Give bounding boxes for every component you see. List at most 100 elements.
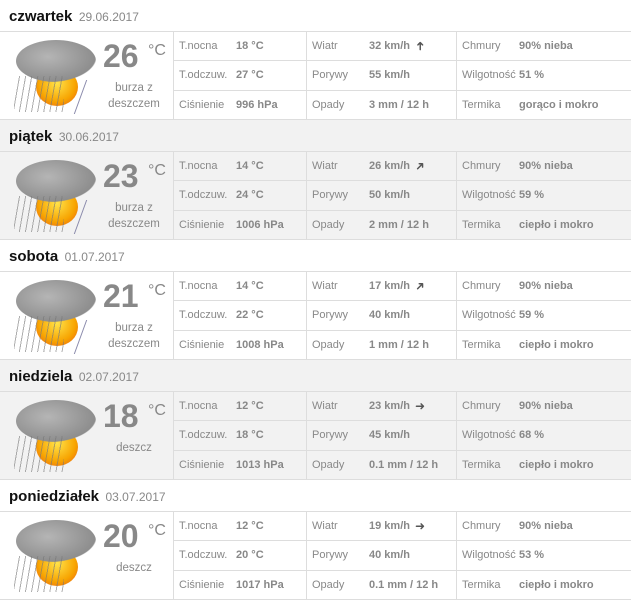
wind-speed: 19 km/h — [369, 520, 410, 533]
humidity-value: 59 % — [519, 189, 545, 202]
temperature: 20 — [103, 518, 139, 554]
gusts-value: 40 km/h — [369, 309, 410, 322]
rain-icon — [14, 556, 64, 592]
cloud-icon — [16, 400, 96, 442]
day-forecast: sobota 01.07.2017 21 °C burza z deszczem… — [0, 240, 631, 360]
wind-direction-arrow-icon: ➜ — [411, 277, 429, 295]
weather-description: burza z deszczem — [108, 82, 160, 110]
label-clouds: Chmury — [462, 400, 501, 413]
weather-icon — [10, 396, 100, 476]
label-wind: Wiatr — [312, 280, 338, 293]
temperature-unit: °C — [148, 402, 166, 419]
day-name: piątek — [9, 128, 53, 145]
lightning-icon — [73, 80, 107, 114]
day-name: niedziela — [9, 368, 73, 385]
rain-value: 0.1 mm / 12 h — [369, 579, 439, 592]
rain-icon — [14, 196, 64, 232]
temperature-unit: °C — [148, 42, 166, 59]
pressure-value: 1017 hPa — [236, 579, 284, 592]
gusts-value: 40 km/h — [369, 549, 410, 562]
weather-icon — [10, 516, 100, 596]
day-header: niedziela 02.07.2017 — [0, 360, 631, 392]
label-feels: T.odczuw. — [179, 69, 228, 82]
cloud-icon — [16, 160, 96, 202]
humidity-value: 51 % — [519, 69, 545, 82]
thermal-value: gorąco i mokro — [519, 99, 599, 112]
rain-icon — [14, 316, 64, 352]
weather-description: burza z deszczem — [108, 202, 160, 230]
wind-speed: 17 km/h — [369, 280, 410, 293]
night-temp: 12 °C — [236, 520, 264, 533]
label-rain: Opady — [312, 339, 345, 352]
day-forecast: niedziela 02.07.2017 18 °C deszcz T.nocn… — [0, 360, 631, 480]
lightning-icon — [73, 200, 107, 234]
day-name: sobota — [9, 248, 59, 265]
cloud-icon — [16, 520, 96, 562]
feels-like: 18 °C — [236, 429, 264, 442]
label-pressure: Ciśnienie — [179, 579, 225, 592]
day-name: czwartek — [9, 8, 73, 25]
feels-like: 27 °C — [236, 69, 264, 82]
label-rain: Opady — [312, 579, 345, 592]
temperature-unit: °C — [148, 162, 166, 179]
label-gusts: Porywy — [312, 309, 349, 322]
temperature: 21 — [103, 278, 139, 314]
temperature-unit: °C — [148, 282, 166, 299]
label-rain: Opady — [312, 459, 345, 472]
label-clouds: Chmury — [462, 280, 501, 293]
wind-speed: 32 km/h — [369, 40, 410, 53]
label-feels: T.odczuw. — [179, 549, 228, 562]
gusts-value: 45 km/h — [369, 429, 410, 442]
cloud-icon — [16, 280, 96, 322]
label-wind: Wiatr — [312, 40, 338, 53]
label-night: T.nocna — [179, 280, 218, 293]
label-gusts: Porywy — [312, 189, 349, 202]
label-thermal: Termika — [462, 579, 501, 592]
label-rain: Opady — [312, 219, 345, 232]
night-temp: 12 °C — [236, 400, 264, 413]
wind-speed: 26 km/h — [369, 160, 410, 173]
label-wind: Wiatr — [312, 520, 338, 533]
weather-icon — [10, 156, 107, 236]
lightning-icon — [73, 320, 107, 354]
rain-value: 2 mm / 12 h — [369, 219, 429, 232]
day-date: 02.07.2017 — [78, 370, 139, 384]
weather-icon — [10, 36, 107, 116]
humidity-value: 53 % — [519, 549, 545, 562]
gusts-value: 50 km/h — [369, 189, 410, 202]
weather-description: deszcz — [116, 562, 152, 574]
label-humidity: Wilgotność — [462, 309, 516, 322]
label-humidity: Wilgotność — [462, 69, 516, 82]
rain-value: 0.1 mm / 12 h — [369, 459, 439, 472]
day-date: 29.06.2017 — [78, 10, 139, 24]
weather-description: burza z deszczem — [108, 322, 160, 350]
clouds-value: 90% nieba — [519, 400, 573, 413]
label-clouds: Chmury — [462, 520, 501, 533]
label-clouds: Chmury — [462, 160, 501, 173]
thermal-value: ciepło i mokro — [519, 459, 594, 472]
gusts-value: 55 km/h — [369, 69, 410, 82]
night-temp: 14 °C — [236, 160, 264, 173]
day-header: sobota 01.07.2017 — [0, 240, 631, 272]
label-pressure: Ciśnienie — [179, 99, 225, 112]
label-feels: T.odczuw. — [179, 189, 228, 202]
night-temp: 14 °C — [236, 280, 264, 293]
weather-icon — [10, 276, 107, 356]
label-feels: T.odczuw. — [179, 429, 228, 442]
rain-value: 1 mm / 12 h — [369, 339, 429, 352]
wind-direction-arrow-icon: ➜ — [414, 519, 426, 534]
rain-icon — [14, 436, 64, 472]
clouds-value: 90% nieba — [519, 520, 573, 533]
label-rain: Opady — [312, 99, 345, 112]
clouds-value: 90% nieba — [519, 280, 573, 293]
day-name: poniedziałek — [9, 488, 100, 505]
temperature: 18 — [103, 398, 139, 434]
thermal-value: ciepło i mokro — [519, 219, 594, 232]
wind-direction-arrow-icon: ➜ — [411, 157, 429, 175]
label-pressure: Ciśnienie — [179, 339, 225, 352]
label-night: T.nocna — [179, 40, 218, 53]
label-humidity: Wilgotność — [462, 549, 516, 562]
label-clouds: Chmury — [462, 40, 501, 53]
label-humidity: Wilgotność — [462, 429, 516, 442]
